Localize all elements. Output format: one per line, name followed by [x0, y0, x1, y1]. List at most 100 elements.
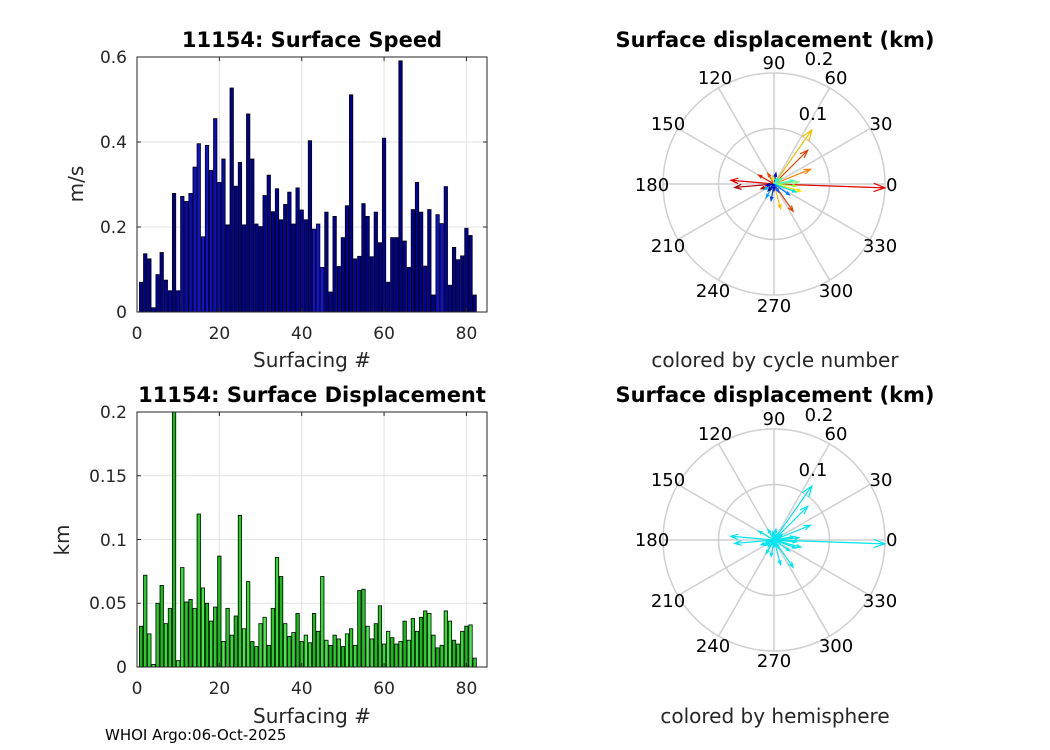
disp-bar: [328, 644, 333, 668]
compass-chart-1: Surface displacement (km) 0 30 60 90 120…: [615, 28, 934, 372]
disp-bar: [204, 602, 210, 668]
disp-bar: [468, 624, 473, 668]
disp-bar: [464, 625, 469, 668]
disp-bar: [233, 615, 238, 668]
compass2-vectors: [729, 484, 887, 569]
compass1-vector: [773, 183, 798, 188]
speed-bar: [192, 166, 197, 313]
speed-bar: [320, 266, 325, 313]
disp-bar: [217, 555, 222, 668]
disp-bar: [447, 620, 453, 668]
disp-bar: [344, 633, 350, 668]
disp-bar: [147, 633, 152, 668]
speed-bar: [270, 211, 275, 313]
disp-bar: [163, 623, 168, 668]
disp-ylabel: km: [50, 524, 74, 555]
speed-bar: [143, 253, 148, 313]
speed-bar: [344, 205, 350, 313]
speed-bars: [139, 60, 477, 313]
speed-bar: [287, 191, 292, 313]
compass1-angle-label: 150: [651, 114, 685, 135]
speed-bar: [336, 266, 341, 313]
disp-bar: [431, 634, 436, 668]
speed-bar: [241, 224, 247, 313]
speed-bar: [180, 195, 185, 313]
disp-bar: [398, 641, 403, 668]
disp-bar: [200, 587, 205, 668]
compass1-vector: [773, 183, 791, 196]
disp-bar: [456, 643, 461, 668]
speed-bar: [456, 259, 461, 313]
speed-xtick: 20: [209, 324, 231, 344]
speed-bar: [188, 193, 193, 313]
compass2-rtick: 0.2: [805, 405, 834, 426]
disp-bar: [311, 613, 317, 668]
compass2-angle-label: 0: [886, 530, 897, 551]
speed-bar: [279, 219, 284, 313]
compass2-vector: [773, 535, 796, 541]
speed-bar: [254, 223, 259, 313]
speed-bar: [369, 256, 374, 313]
disp-bar: [225, 607, 230, 668]
disp-bar: [196, 513, 201, 668]
compass2-angle-label: 300: [819, 636, 853, 657]
disp-bar: [320, 576, 325, 668]
speed-bar: [196, 143, 201, 313]
compass1-vector: [773, 183, 798, 193]
compass1-vector: [773, 179, 796, 185]
compass2-angle-label: 270: [757, 651, 791, 672]
compass2-vector: [762, 539, 775, 547]
compass-chart-2: Surface displacement (km) 0 30 60 90 120…: [615, 383, 934, 728]
compass2-vector: [773, 539, 791, 552]
speed-bar: [381, 137, 387, 313]
speed-bar: [386, 281, 391, 313]
compass2-vector: [757, 530, 775, 541]
speed-bar: [398, 60, 403, 313]
speed-bar: [233, 185, 238, 313]
speed-bar: [266, 174, 271, 313]
disp-ticks: [136, 411, 487, 668]
compass1-vector: [767, 171, 775, 185]
speed-bar: [303, 219, 308, 313]
compass2-vector: [773, 539, 798, 549]
compass1-vector: [773, 171, 778, 185]
speed-bar: [419, 211, 424, 313]
compass1-vector: [729, 177, 775, 185]
speed-bar: [365, 215, 370, 313]
disp-bar: [394, 643, 399, 668]
speed-bar: [200, 236, 205, 313]
speed-bar: [464, 227, 469, 313]
speed-ticks: [136, 56, 487, 313]
speed-bar: [410, 209, 415, 313]
speed-bar: [316, 223, 321, 313]
disp-xtick: 40: [291, 679, 313, 699]
compass2-vector: [771, 530, 776, 541]
compass1-angle-label: 60: [825, 68, 848, 89]
compass2-vector: [764, 538, 775, 543]
disp-xtick: 0: [132, 679, 143, 699]
disp-bar: [270, 607, 275, 668]
speed-bar: [147, 258, 152, 313]
disp-bar: [254, 646, 259, 668]
speed-bar: [258, 226, 263, 313]
speed-xtick: 80: [456, 324, 478, 344]
speed-bar: [283, 204, 288, 313]
speed-bar: [295, 187, 300, 313]
disp-bar: [307, 642, 313, 668]
disp-bar: [291, 632, 296, 668]
speed-bar: [307, 140, 313, 313]
disp-bar: [171, 411, 177, 668]
disp-bar: [250, 641, 255, 668]
speed-bar: [217, 181, 222, 313]
disp-bar: [423, 610, 428, 668]
speed-bar: [414, 181, 420, 313]
disp-xtick: 60: [373, 679, 395, 699]
compass1-angle-label: 0: [886, 175, 897, 196]
speed-bar: [443, 186, 448, 313]
speed-bar: [340, 237, 345, 313]
disp-bar: [336, 638, 341, 668]
disp-bar: [390, 637, 395, 668]
disp-bar: [386, 630, 391, 668]
speed-bar: [423, 265, 428, 313]
compass2-vector: [773, 533, 784, 541]
